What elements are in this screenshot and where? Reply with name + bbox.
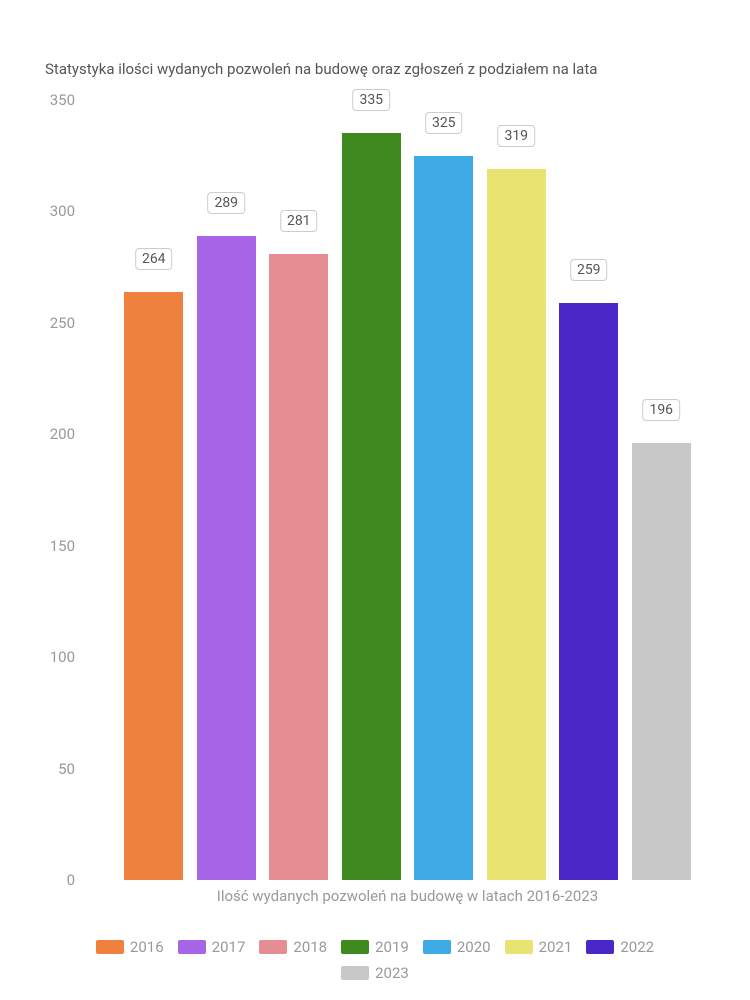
- legend-label: 2017: [212, 938, 246, 956]
- legend-swatch: [586, 940, 614, 954]
- legend-item-2019: 2019: [341, 938, 409, 956]
- legend-label: 2020: [457, 938, 491, 956]
- bar-2020: [414, 156, 473, 880]
- y-tick: 0: [35, 871, 75, 889]
- legend-item-2018: 2018: [259, 938, 327, 956]
- chart-container: 050100150200250300350 264 289 281 335 325 319…: [45, 60, 720, 910]
- x-axis-label: Ilość wydanych pozwoleń na budowę w lata…: [95, 887, 720, 905]
- legend-item-2017: 2017: [178, 938, 246, 956]
- legend-item-2022: 2022: [586, 938, 654, 956]
- bar-2019: [342, 133, 401, 880]
- legend-item-2020: 2020: [423, 938, 491, 956]
- plot-area: 264289281335325319259196: [95, 100, 720, 880]
- legend: 2016 2017 2018 2019 2020 2021 2022 2023: [0, 938, 750, 982]
- value-label-2022: 259: [570, 259, 608, 281]
- legend-swatch: [259, 940, 287, 954]
- bar-2021: [487, 169, 546, 880]
- legend-swatch: [96, 940, 124, 954]
- value-label-2023: 196: [642, 399, 680, 421]
- legend-swatch: [178, 940, 206, 954]
- legend-item-2021: 2021: [505, 938, 573, 956]
- legend-swatch: [505, 940, 533, 954]
- legend-item-2016: 2016: [96, 938, 164, 956]
- legend-label: 2019: [375, 938, 409, 956]
- value-label-2019: 335: [352, 89, 390, 111]
- y-axis: 050100150200250300350: [45, 100, 85, 880]
- bar-2016: [124, 292, 183, 880]
- y-tick: 300: [35, 202, 75, 220]
- bar-2023: [632, 443, 691, 880]
- value-label-2017: 289: [207, 192, 245, 214]
- legend-label: 2021: [539, 938, 573, 956]
- bar-2018: [269, 254, 328, 880]
- legend-label: 2016: [130, 938, 164, 956]
- legend-item-2023: 2023: [341, 964, 409, 982]
- legend-label: 2022: [620, 938, 654, 956]
- y-tick: 50: [35, 760, 75, 778]
- value-label-2018: 281: [280, 210, 318, 232]
- legend-swatch: [341, 940, 369, 954]
- value-label-2021: 319: [497, 125, 535, 147]
- y-tick: 100: [35, 648, 75, 666]
- legend-swatch: [341, 966, 369, 980]
- y-tick: 200: [35, 425, 75, 443]
- legend-swatch: [423, 940, 451, 954]
- value-label-2020: 325: [425, 112, 463, 134]
- y-tick: 150: [35, 537, 75, 555]
- bar-2017: [197, 236, 256, 880]
- value-label-2016: 264: [135, 248, 173, 270]
- legend-label: 2018: [293, 938, 327, 956]
- y-tick: 250: [35, 314, 75, 332]
- y-tick: 350: [35, 91, 75, 109]
- bar-2022: [559, 303, 618, 880]
- legend-label: 2023: [375, 964, 409, 982]
